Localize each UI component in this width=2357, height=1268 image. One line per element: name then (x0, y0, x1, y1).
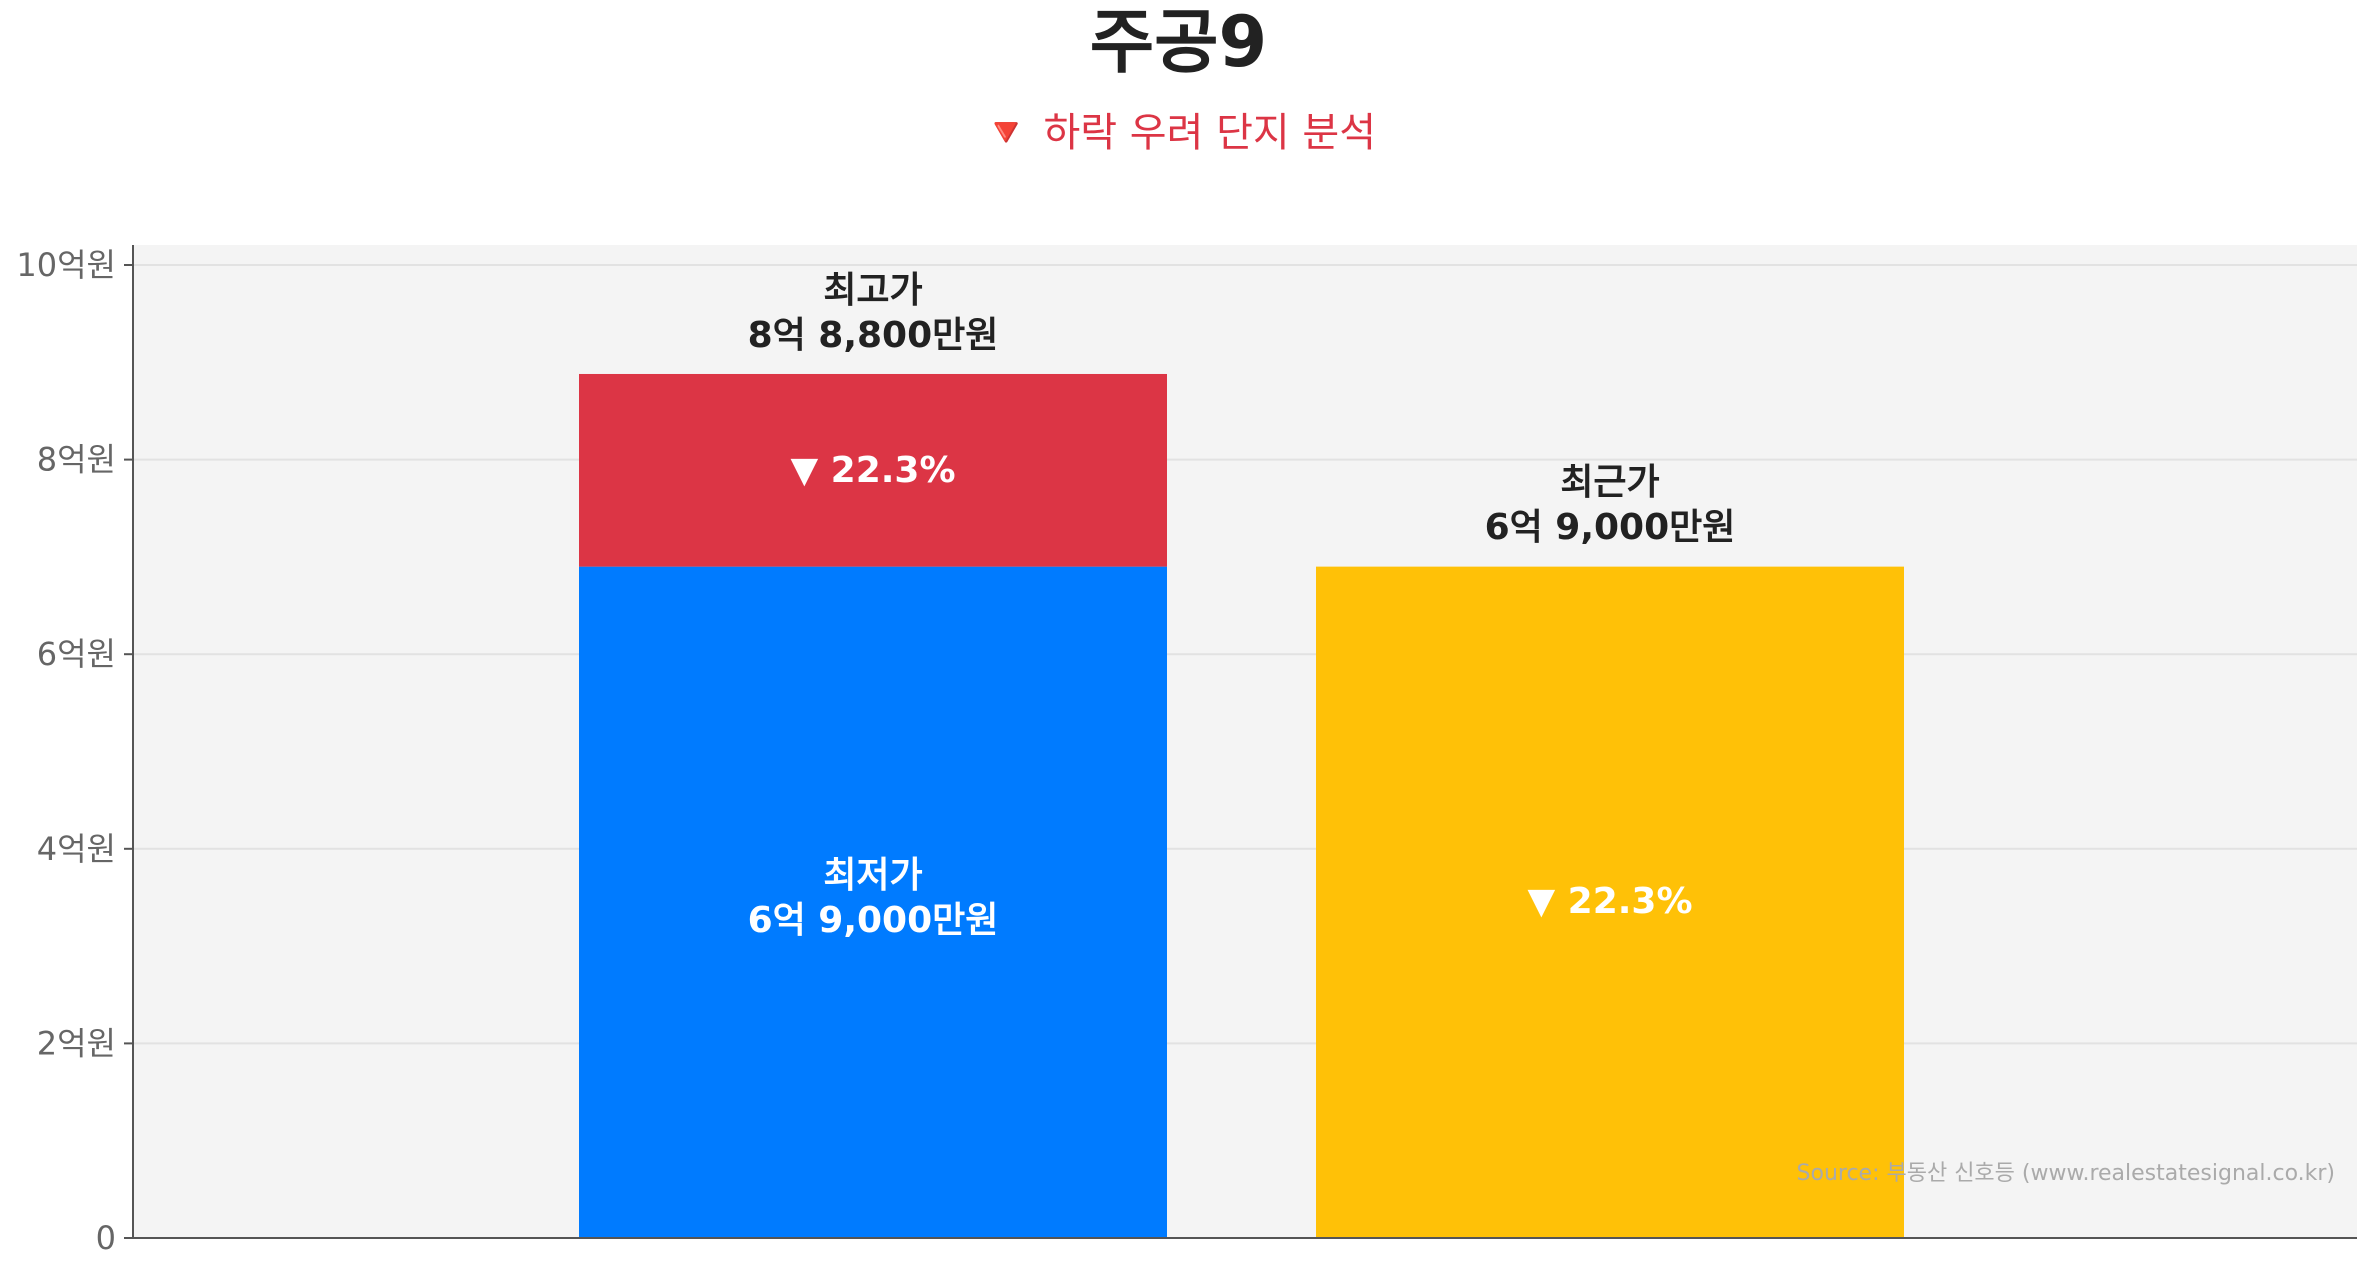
y-tick-label: 0 (96, 1219, 116, 1257)
bars (579, 373, 1904, 1238)
max-price-label: 최고가 (823, 270, 922, 311)
recent-price-value: 6억 9,000만원 (1485, 507, 1736, 548)
gridlines (133, 264, 2357, 1045)
y-axis-ticks: 0 2억원 4억원 6억원 8억원 10억원 (16, 246, 133, 1257)
recent-price-label: 최근가 (1560, 462, 1659, 503)
y-tick-label: 6억원 (37, 635, 116, 673)
min-price-value: 6억 9,000만원 (748, 900, 999, 941)
y-tick-label: 10억원 (16, 246, 116, 284)
chart-title: 주공9 (1089, 1, 1268, 83)
min-price-label: 최저가 (823, 855, 922, 896)
y-tick-label: 2억원 (37, 1024, 116, 1062)
max-price-value: 8억 8,800만원 (748, 315, 999, 356)
y-tick-label: 8억원 (37, 441, 116, 479)
bar-recent (1316, 566, 1904, 1238)
chart-subtitle: 🔻 하락 우려 단지 분석 (980, 110, 1377, 156)
bar-min (579, 566, 1167, 1238)
source-note: Source: 부동산 신호등 (www.realestatesignal.co… (1797, 1161, 2335, 1186)
max-drop-label: ▼ 22.3% (790, 450, 955, 491)
y-tick-label: 4억원 (37, 830, 116, 868)
bar-max (579, 373, 1167, 567)
plot-background (133, 245, 2357, 1238)
recent-drop-label: ▼ 22.3% (1527, 881, 1692, 922)
